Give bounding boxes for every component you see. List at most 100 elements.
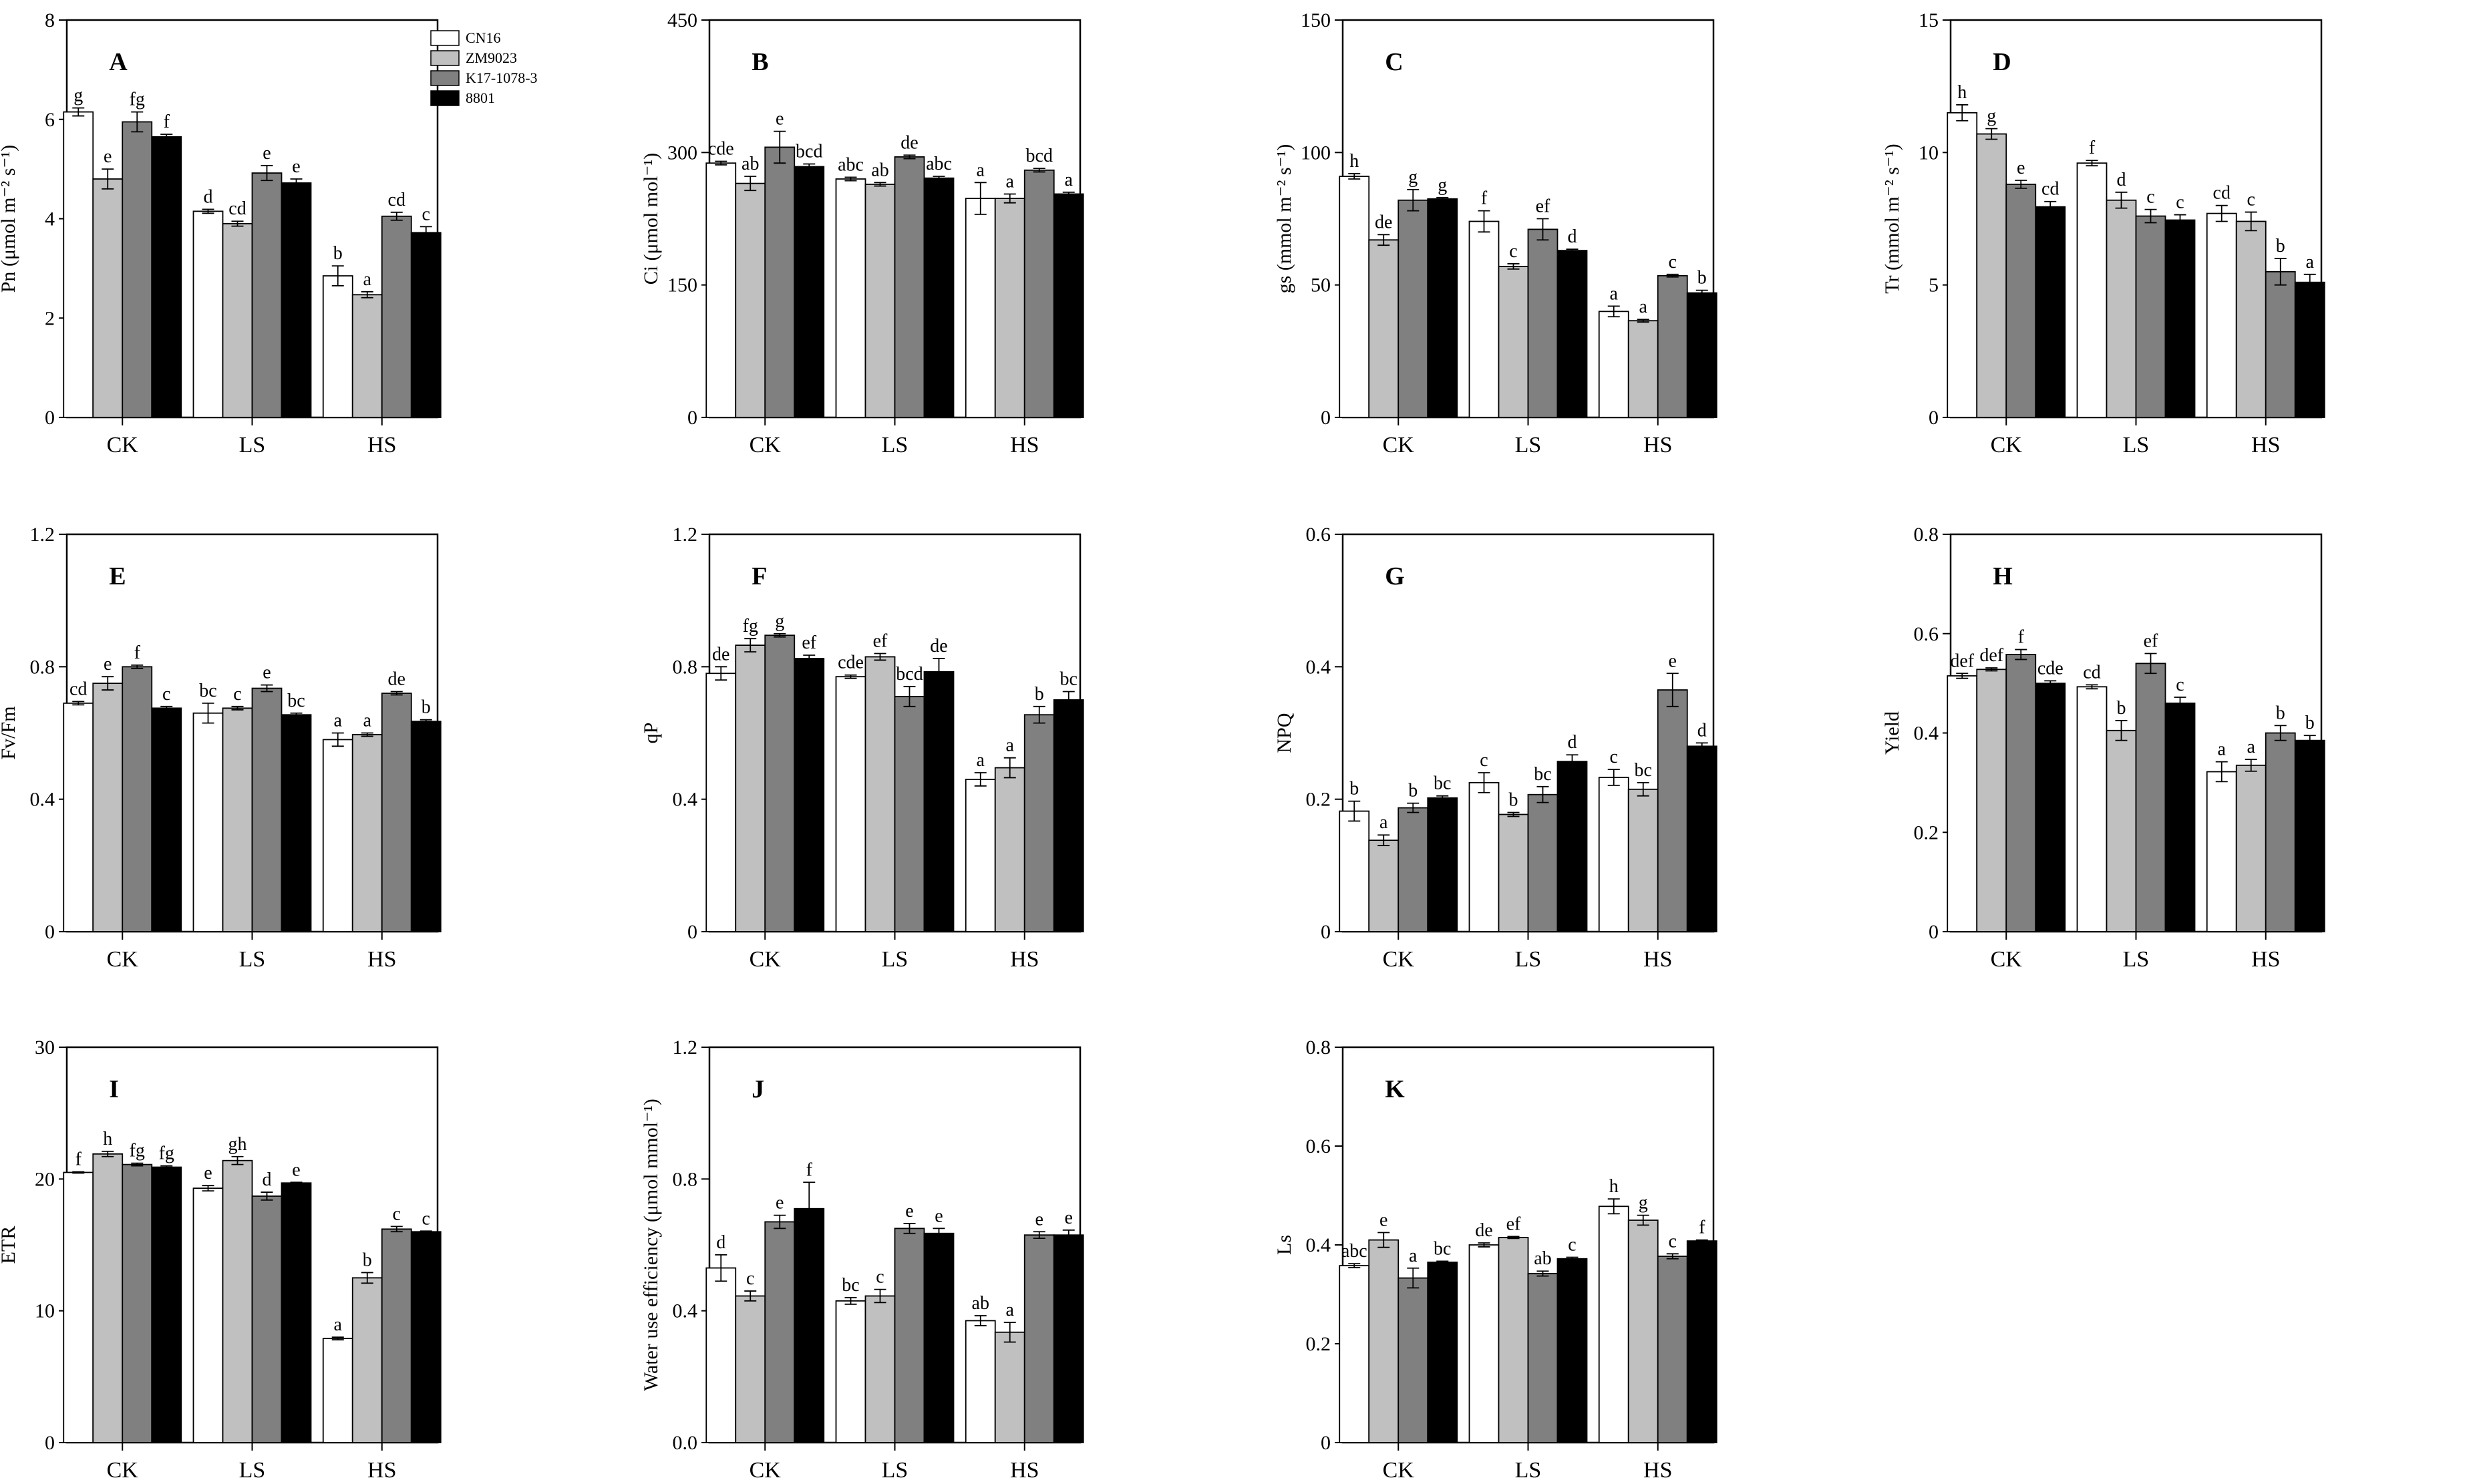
panel-letter: J — [752, 1075, 764, 1103]
bar-8801 — [794, 658, 825, 932]
significance-label: de — [388, 669, 405, 690]
significance-label: f — [2089, 138, 2096, 158]
y-tick-label: 30 — [35, 1037, 55, 1059]
significance-label: cd — [388, 190, 405, 210]
significance-label: a — [1409, 1246, 1418, 1266]
bar-cn16 — [835, 178, 866, 418]
y-tick-label: 0.8 — [30, 656, 55, 678]
bar-zm9023 — [92, 1153, 124, 1443]
bar-k17-1078-3 — [1023, 169, 1055, 418]
y-tick-label: 0.6 — [1914, 623, 1939, 645]
bar-8801 — [281, 714, 312, 932]
y-tick-label: 0.4 — [673, 789, 698, 811]
significance-label: ef — [802, 632, 816, 653]
y-tick-label: 0.6 — [1306, 1135, 1331, 1157]
y-axis-title: Ls — [1273, 1235, 1295, 1255]
bar-k17-1078-3 — [1527, 793, 1558, 932]
bar-zm9023 — [994, 767, 1025, 932]
significance-label: de — [1475, 1220, 1492, 1241]
bar-zm9023 — [351, 734, 383, 932]
significance-label: b — [422, 697, 431, 718]
significance-label: e — [2017, 158, 2025, 178]
bar-cn16 — [2206, 771, 2237, 932]
legend: CN16 ZM9023 K17-1078-3 8801 — [430, 29, 538, 106]
bar-zm9023 — [2235, 220, 2267, 418]
bar-8801 — [2164, 702, 2196, 932]
y-tick-label: 0 — [45, 921, 55, 943]
bar-zm9023 — [2106, 729, 2137, 932]
bar-cn16 — [705, 162, 737, 418]
significance-label: e — [776, 1193, 784, 1214]
y-tick-label: 1.2 — [673, 524, 698, 546]
bar-k17-1078-3 — [381, 1228, 412, 1443]
y-tick-label: 0.8 — [1306, 1037, 1331, 1059]
y-tick-label: 1.2 — [673, 1037, 698, 1059]
significance-label: abc — [1341, 1241, 1367, 1262]
y-tick-label: 100 — [1301, 142, 1331, 164]
bar-8801 — [410, 721, 442, 932]
significance-label: a — [2218, 739, 2227, 760]
bar-k17-1078-3 — [2265, 270, 2296, 418]
significance-label: c — [1568, 1235, 1576, 1256]
significance-label: cde — [838, 653, 864, 673]
significance-label: h — [103, 1129, 112, 1149]
significance-label: b — [1349, 779, 1359, 799]
x-category-label: LS — [1515, 433, 1542, 457]
y-tick-label: 0 — [1321, 921, 1331, 943]
significance-label: def — [1950, 651, 1974, 671]
significance-label: b — [333, 243, 343, 264]
significance-label: a — [1006, 171, 1015, 192]
significance-label: de — [930, 636, 947, 657]
significance-label: e — [263, 143, 271, 164]
bar-k17-1078-3 — [1023, 714, 1055, 932]
panel-letter: A — [109, 48, 128, 76]
bar-zm9023 — [1498, 265, 1529, 418]
significance-label: bc — [1635, 760, 1652, 781]
bar-zm9023 — [1976, 669, 2007, 932]
significance-label: bcd — [896, 664, 923, 685]
chart-panel-C: 0 50 100 150 gs (mmol m⁻² s⁻¹) C CK h de g g LS f c ef… — [1273, 9, 1717, 457]
y-tick-label: 0.4 — [673, 1300, 698, 1322]
bar-cn16 — [2206, 212, 2237, 418]
x-category-label: LS — [2123, 433, 2150, 457]
bar-zm9023 — [1627, 1220, 1659, 1443]
x-category-label: CK — [1383, 1458, 1415, 1483]
significance-label: e — [292, 156, 300, 177]
panel-letter: H — [1993, 562, 2013, 590]
significance-label: c — [2247, 190, 2255, 210]
bar-k17-1078-3 — [2135, 663, 2166, 932]
bar-zm9023 — [994, 198, 1025, 418]
bar-k17-1078-3 — [764, 634, 796, 932]
bar-zm9023 — [864, 656, 896, 932]
bar-k17-1078-3 — [2265, 732, 2296, 932]
y-tick-label: 0.2 — [1914, 821, 1939, 844]
bar-zm9023 — [864, 1295, 896, 1443]
bar-8801 — [2294, 739, 2325, 932]
bar-zm9023 — [735, 644, 766, 932]
significance-label: a — [1639, 297, 1648, 317]
significance-label: c — [876, 1267, 884, 1288]
bar-k17-1078-3 — [122, 666, 153, 932]
significance-label: b — [1697, 268, 1707, 289]
significance-label: c — [2176, 675, 2184, 695]
x-category-label: CK — [1991, 947, 2023, 972]
significance-label: f — [2018, 627, 2025, 648]
significance-label: a — [2247, 737, 2256, 757]
significance-label: d — [2117, 170, 2126, 190]
x-category-label: CK — [750, 947, 782, 972]
bar-cn16 — [63, 702, 94, 932]
significance-label: a — [1006, 1300, 1015, 1320]
bar-zm9023 — [994, 1331, 1025, 1443]
y-tick-label: 0.8 — [673, 656, 698, 678]
x-category-label: HS — [1010, 433, 1039, 457]
bar-cn16 — [1468, 781, 1500, 932]
significance-label: b — [2305, 713, 2315, 733]
y-tick-label: 0.2 — [1306, 789, 1331, 811]
significance-label: ab — [972, 1293, 989, 1314]
bar-cn16 — [63, 1171, 94, 1443]
significance-label: d — [1697, 720, 1707, 741]
y-axis-title: gs (mmol m⁻² s⁻¹) — [1273, 144, 1295, 294]
y-tick-label: 10 — [1919, 142, 1939, 164]
significance-label: d — [716, 1232, 725, 1253]
x-category-label: LS — [1515, 947, 1542, 972]
